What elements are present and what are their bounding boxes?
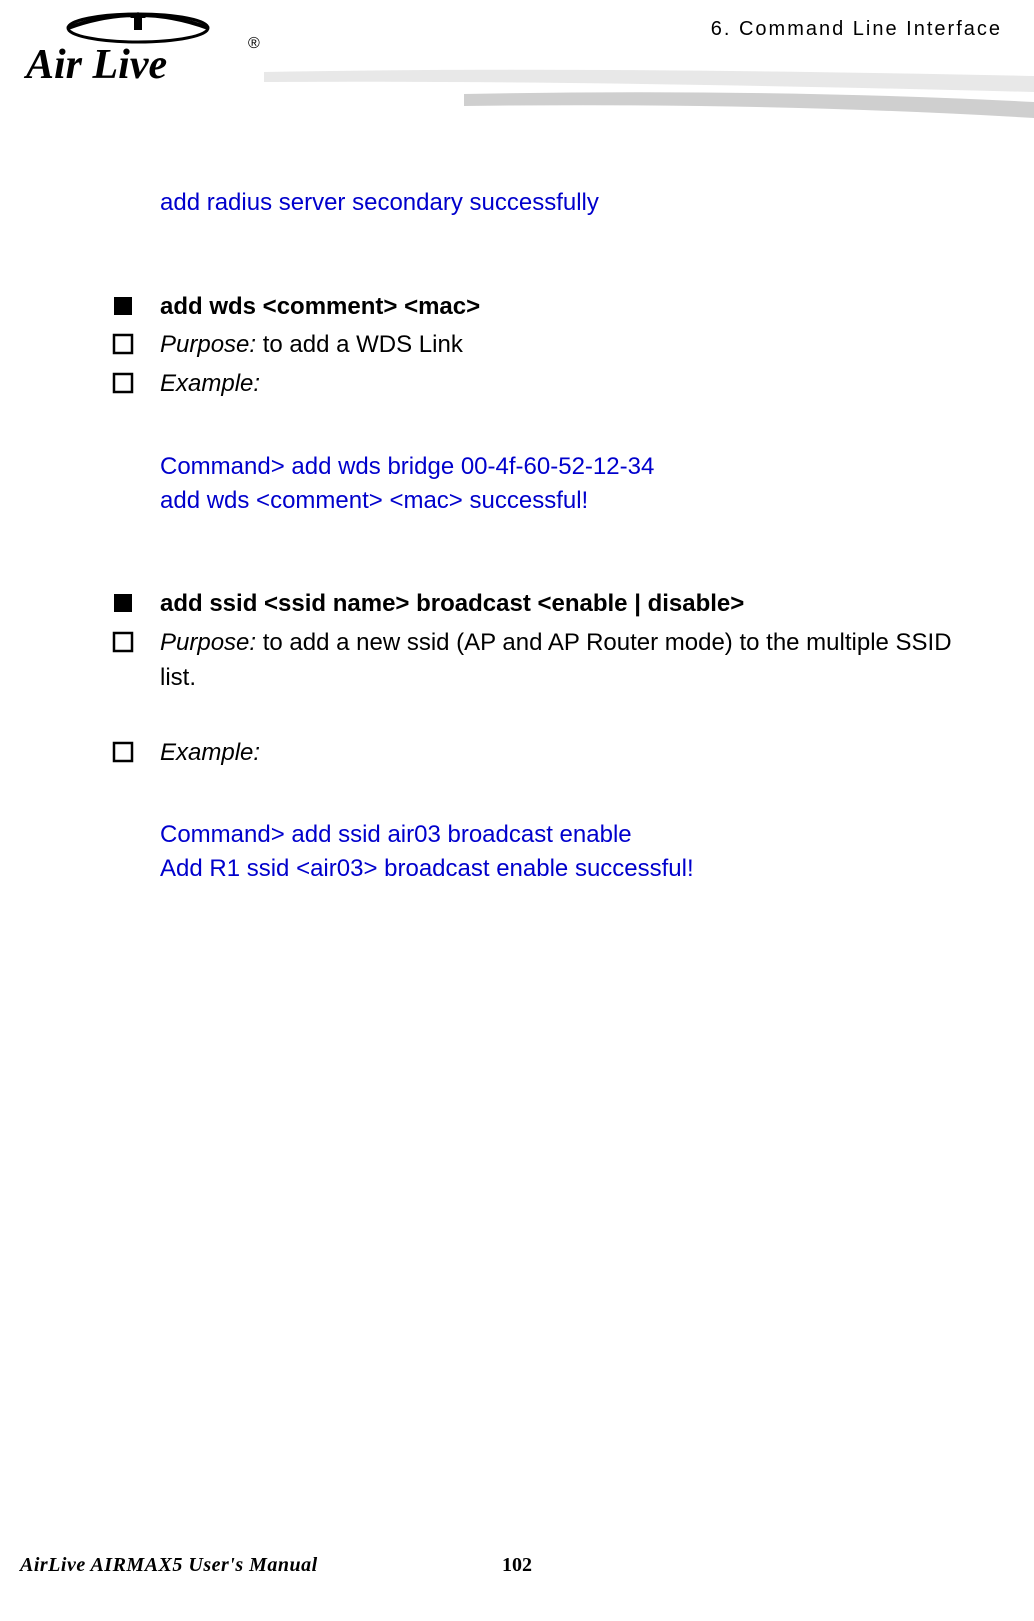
example-row: Example: (112, 367, 970, 402)
example-label: Example: (160, 367, 970, 402)
example-output-line: Add R1 ssid <air03> broadcast enable suc… (160, 852, 970, 886)
purpose-text: Purpose: to add a new ssid (AP and AP Ro… (160, 626, 970, 696)
command-syntax: add wds <comment> <mac> (160, 290, 970, 325)
chapter-title: 6. Command Line Interface (711, 18, 1002, 41)
hollow-square-icon (112, 631, 134, 653)
purpose-row: Purpose: to add a WDS Link (112, 328, 970, 363)
purpose-value: to add a new ssid (AP and AP Router mode… (160, 629, 952, 691)
purpose-label: Purpose: (160, 331, 256, 358)
purpose-text: Purpose: to add a WDS Link (160, 328, 970, 363)
logo-text: Air Live (23, 42, 167, 88)
command-syntax: add ssid <ssid name> broadcast <enable |… (160, 587, 970, 622)
example-output-line: add wds <comment> <mac> successful! (160, 484, 970, 518)
page-body: add radius server secondary successfully… (160, 186, 970, 886)
page-number: 102 (502, 1554, 532, 1577)
purpose-value: to add a WDS Link (256, 331, 463, 358)
hollow-square-icon (112, 741, 134, 763)
example-command-line: Command> add wds bridge 00-4f-60-52-12-3… (160, 450, 970, 484)
command-heading-row: add wds <comment> <mac> (112, 290, 970, 325)
hollow-square-icon (112, 372, 134, 394)
purpose-row: Purpose: to add a new ssid (AP and AP Ro… (112, 626, 970, 696)
brand-logo: Air Live ® (18, 10, 268, 95)
example-label: Example: (160, 736, 970, 771)
intro-result-line: add radius server secondary successfully (160, 186, 970, 220)
manual-title: AirLive AIRMAX5 User's Manual (20, 1554, 318, 1577)
page-footer: AirLive AIRMAX5 User's Manual 102 (20, 1554, 1014, 1577)
example-row: Example: (112, 736, 970, 771)
header-swoosh (264, 62, 1034, 122)
command-heading-row: add ssid <ssid name> broadcast <enable |… (112, 587, 970, 622)
example-command-line: Command> add ssid air03 broadcast enable (160, 818, 970, 852)
page-header: Air Live ® 6. Command Line Interface (0, 0, 1034, 120)
purpose-label: Purpose: (160, 629, 256, 656)
logo-registered: ® (248, 35, 260, 52)
filled-square-icon (112, 295, 134, 317)
hollow-square-icon (112, 333, 134, 355)
filled-square-icon (112, 592, 134, 614)
